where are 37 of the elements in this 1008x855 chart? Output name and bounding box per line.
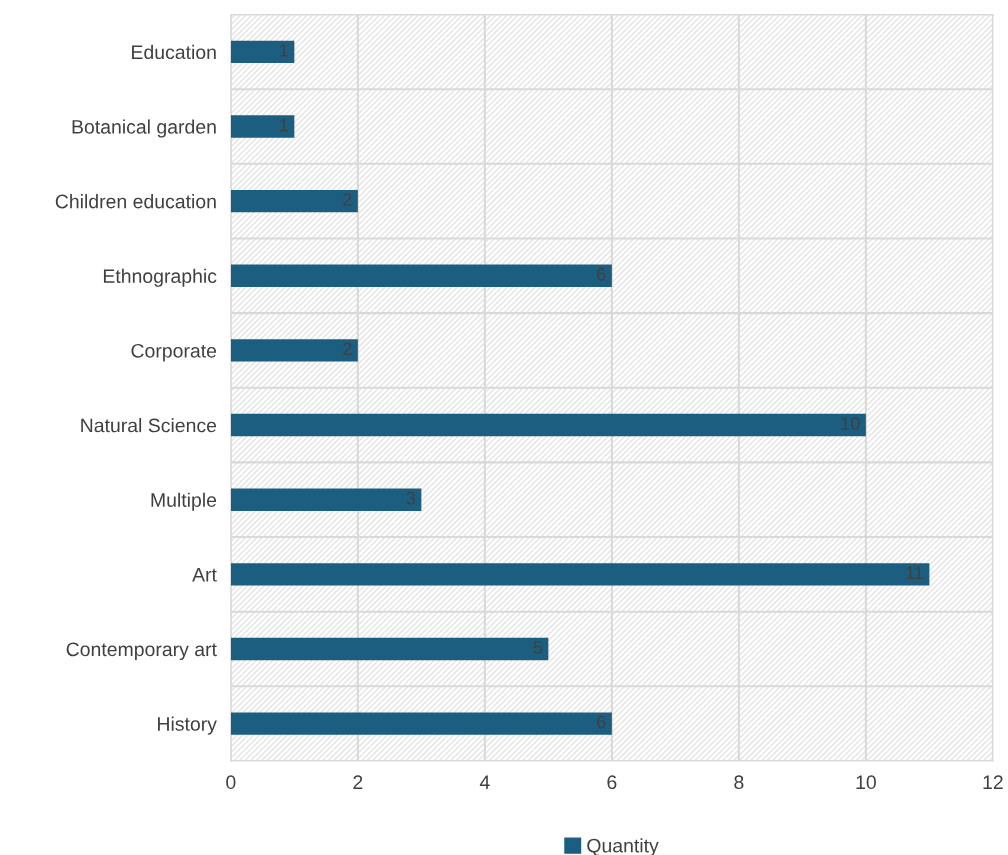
x-tick-label: 12 bbox=[983, 775, 1003, 789]
data-label: 2 bbox=[343, 193, 352, 206]
bar bbox=[230, 563, 930, 586]
bar bbox=[230, 712, 612, 735]
data-label: 10 bbox=[841, 417, 860, 430]
x-tick-label: 10 bbox=[856, 775, 876, 790]
data-label: 5 bbox=[533, 641, 543, 654]
x-tick-label: 6 bbox=[607, 775, 617, 790]
y-tick-label: History bbox=[158, 716, 217, 735]
x-tick-label: 8 bbox=[734, 775, 744, 790]
bar bbox=[230, 413, 866, 437]
data-label: 3 bbox=[406, 491, 415, 505]
y-tick-label: Education bbox=[132, 44, 216, 60]
data-label: 6 bbox=[597, 715, 606, 729]
bar bbox=[230, 189, 358, 213]
x-tick-label: 2 bbox=[353, 775, 363, 789]
bar bbox=[230, 339, 358, 362]
x-tick-label: 4 bbox=[479, 775, 490, 789]
data-label: 2 bbox=[343, 342, 352, 356]
bar bbox=[230, 637, 549, 661]
data-label: 1 bbox=[280, 44, 288, 57]
y-tick-label: Ethnographic bbox=[103, 268, 217, 287]
y-tick-label: Contemporary art bbox=[66, 642, 217, 661]
data-label: 11 bbox=[906, 566, 923, 580]
y-tick-label: Multiple bbox=[151, 492, 217, 511]
bar bbox=[230, 40, 295, 64]
bar bbox=[230, 115, 295, 138]
data-label: 6 bbox=[597, 267, 606, 281]
y-tick-label: Corporate bbox=[131, 343, 217, 362]
y-tick-label: Natural Science bbox=[81, 418, 217, 433]
y-tick-label: Art bbox=[192, 568, 217, 582]
bar bbox=[230, 488, 422, 511]
y-tick-label: Botanical garden bbox=[72, 119, 216, 138]
x-tick-label: 0 bbox=[226, 775, 236, 790]
y-tick-label: Children education bbox=[55, 194, 216, 209]
bar bbox=[230, 264, 612, 287]
data-label: 1 bbox=[280, 118, 288, 132]
